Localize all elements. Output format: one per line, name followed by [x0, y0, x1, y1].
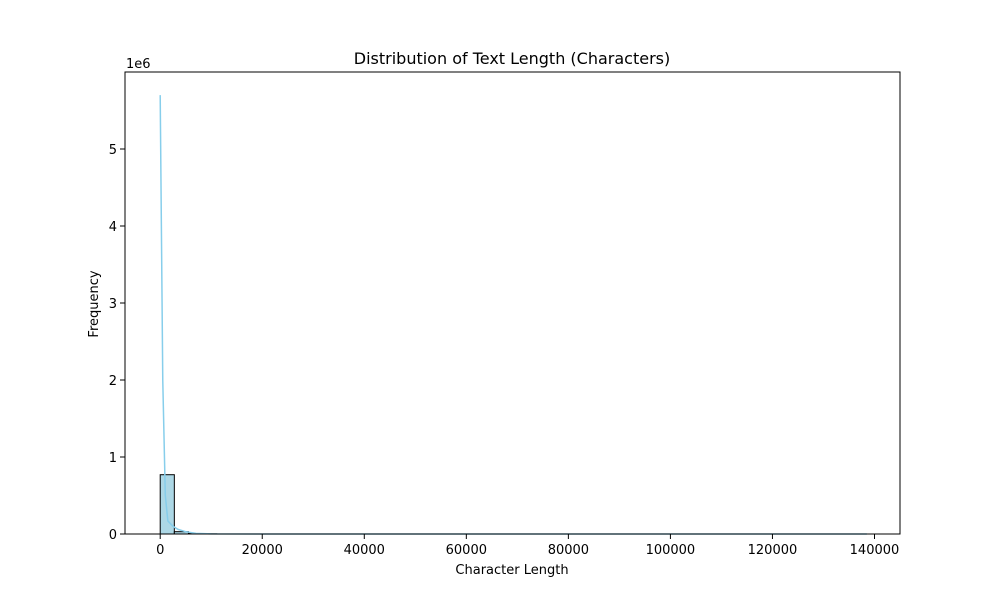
x-tick-label-6: 120000: [748, 543, 798, 558]
y-offset-label: 1e6: [126, 57, 151, 72]
x-axis-label: Character Length: [455, 563, 568, 578]
y-tick-label-0: 0: [109, 528, 117, 543]
x-tick-label-7: 140000: [850, 543, 900, 558]
y-tick-label-1: 1: [109, 451, 117, 466]
y-tick-label-5: 5: [109, 143, 117, 158]
kde-line: [160, 95, 867, 534]
plot-layer: 0 20000 40000 60000 80000 100000 120000 140000 0…: [109, 95, 900, 558]
y-tick-label-4: 4: [109, 220, 117, 235]
y-tick-label-2: 2: [109, 374, 117, 389]
x-tick-label-0: 0: [156, 543, 164, 558]
chart-title: Distribution of Text Length (Characters): [354, 49, 670, 68]
y-tick-label-3: 3: [109, 297, 117, 312]
x-tick-label-5: 100000: [646, 543, 696, 558]
y-axis-label: Frequency: [87, 270, 102, 337]
x-tick-label-3: 60000: [446, 543, 487, 558]
x-tick-label-2: 40000: [344, 543, 385, 558]
x-tick-label-1: 20000: [242, 543, 283, 558]
x-tick-label-4: 80000: [548, 543, 589, 558]
axes-frame: [125, 72, 900, 534]
